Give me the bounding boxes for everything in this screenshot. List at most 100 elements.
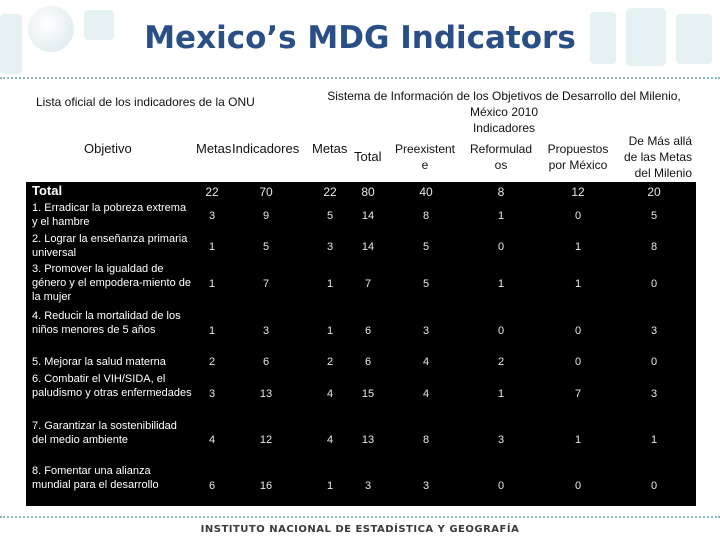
cell-r8-metas: 6: [208, 480, 216, 492]
col-header-preexistente: Preexistent e: [388, 143, 462, 172]
cell-r5-reformulados: 2: [497, 356, 505, 368]
cell-r2-propuestos: 1: [574, 241, 582, 253]
decor-square: [626, 8, 666, 66]
cell-r3-total: 7: [364, 278, 372, 290]
col-header-propuestos-a: Propuestos: [547, 142, 609, 156]
header-sistema: Sistema de Información de los Objetivos …: [312, 88, 696, 136]
cell-r5-total: 6: [364, 356, 372, 368]
cell-r8-propuestos: 0: [574, 480, 582, 492]
cell-r3-reformulados: 1: [497, 278, 505, 290]
row-label-2: 2. Lograr la enseñanza primaria universa…: [32, 233, 188, 259]
cell-r2-reformulados: 0: [497, 241, 505, 253]
row-label-4: 4. Reducir la mortalidad de los niños me…: [32, 310, 181, 336]
cell-r7-metas2: 4: [326, 434, 334, 446]
cell-total-metas: 22: [205, 185, 219, 199]
cell-total-propuestos: 12: [571, 185, 585, 199]
col-header-metas: Metas: [196, 141, 232, 156]
header-right-panel: [310, 86, 696, 182]
cell-r6-indicadores: 13: [259, 388, 273, 400]
decor-square: [676, 14, 712, 64]
row-label-1: 1. Erradicar la pobreza extrema y el ham…: [32, 202, 187, 228]
cell-r7-preexistente: 8: [422, 434, 430, 446]
col-header-propuestos: Propuestos por México: [540, 143, 616, 172]
col-header-reformulados: Reformulad os: [462, 143, 540, 172]
cell-r7-metas: 4: [208, 434, 216, 446]
cell-r3-preexistente: 5: [422, 278, 430, 290]
col-header-demas-b: de las Metas: [623, 150, 692, 164]
cell-r2-metas2: 3: [326, 241, 334, 253]
cell-r6-preexistente: 4: [422, 388, 430, 400]
cell-r5-metas: 2: [208, 356, 216, 368]
total-row-strip: [26, 182, 196, 200]
cell-r8-metas2: 1: [326, 480, 334, 492]
col-header-propuestos-b: por México: [548, 158, 608, 172]
cell-total-indicadores: 70: [259, 185, 273, 199]
cell-r7-reformulados: 3: [497, 434, 505, 446]
col-header-demas-a: De Más allá: [628, 134, 692, 148]
cell-r7-indicadores: 12: [259, 434, 273, 446]
cell-r8-preexistente: 3: [422, 480, 430, 492]
cell-r5-demas: 0: [650, 356, 658, 368]
col-header-demas-c: del Milenio: [634, 166, 692, 180]
cell-r1-total: 14: [361, 210, 375, 222]
indicators-table: Lista oficial de los indicadores de la O…: [26, 86, 696, 506]
decor-circle: [28, 6, 74, 52]
cell-r6-metas: 3: [208, 388, 216, 400]
cell-r1-preexistente: 8: [422, 210, 430, 222]
cell-total-preexistente: 40: [419, 185, 433, 199]
cell-total-demas: 20: [647, 185, 661, 199]
col-header-indicadores: Indicadores: [232, 141, 300, 156]
cell-r5-propuestos: 0: [574, 356, 582, 368]
cell-r4-metas2: 1: [326, 325, 334, 337]
col-header-metas-2: Metas: [312, 141, 348, 156]
cell-r4-metas: 1: [208, 325, 216, 337]
cell-r6-metas2: 4: [326, 388, 334, 400]
header-left-panel: [26, 86, 312, 182]
cell-total-reformulados: 8: [497, 185, 505, 199]
header-lista-onu: Lista oficial de los indicadores de la O…: [36, 95, 255, 109]
cell-r1-indicadores: 9: [262, 210, 270, 222]
cell-r2-demas: 8: [650, 241, 658, 253]
cell-r5-indicadores: 6: [262, 356, 270, 368]
decor-square: [84, 10, 114, 40]
col-header-preexistente-b: e: [421, 158, 429, 172]
cell-r2-preexistente: 5: [422, 241, 430, 253]
header-sistema-line3: Indicadores: [472, 121, 536, 135]
cell-r1-metas: 3: [208, 210, 216, 222]
col-header-reformulados-a: Reformulad: [469, 142, 533, 156]
cell-r6-reformulados: 1: [497, 388, 505, 400]
cell-r4-demas: 3: [650, 325, 658, 337]
row-label-6: 6. Combatir el VIH/SIDA, el paludismo y …: [32, 373, 192, 399]
cell-r3-metas: 1: [208, 278, 216, 290]
col-header-demas: De Más allá de las Metas del Milenio: [614, 133, 692, 181]
cell-r4-indicadores: 3: [262, 325, 270, 337]
cell-r3-demas: 0: [650, 278, 658, 290]
cell-r1-demas: 5: [650, 210, 658, 222]
row-label-5: 5. Mejorar la salud materna: [32, 356, 166, 368]
decor-square: [0, 14, 22, 74]
col-header-objetivo: Objetivo: [84, 141, 132, 156]
cell-r4-reformulados: 0: [497, 325, 505, 337]
cell-r7-total: 13: [361, 434, 375, 446]
cell-r4-propuestos: 0: [574, 325, 582, 337]
cell-r2-indicadores: 5: [262, 241, 270, 253]
cell-total-total: 80: [361, 185, 375, 199]
cell-r8-indicadores: 16: [259, 480, 273, 492]
cell-r8-total: 3: [364, 480, 372, 492]
cell-r7-propuestos: 1: [574, 434, 582, 446]
col-header-total: Total: [354, 149, 382, 164]
page-title: Mexico’s MDG Indicators: [144, 20, 576, 56]
header-sistema-line2: México 2010: [469, 105, 539, 119]
footer-institution: INSTITUTO NACIONAL DE ESTADÍSTICA Y GEOG…: [200, 524, 520, 535]
row-label-7: 7. Garantizar la sostenibilidad del medi…: [32, 420, 177, 446]
cell-r3-metas2: 1: [326, 278, 334, 290]
cell-r1-metas2: 5: [326, 210, 334, 222]
cell-r8-reformulados: 0: [497, 480, 505, 492]
header-decoration: [0, 0, 720, 80]
col-header-preexistente-a: Preexistent: [394, 142, 456, 156]
cell-r4-total: 6: [364, 325, 372, 337]
row-label-total: Total: [32, 183, 63, 198]
dotted-divider-top: [0, 77, 720, 79]
cell-r7-demas: 1: [650, 434, 658, 446]
cell-r3-propuestos: 1: [574, 278, 582, 290]
